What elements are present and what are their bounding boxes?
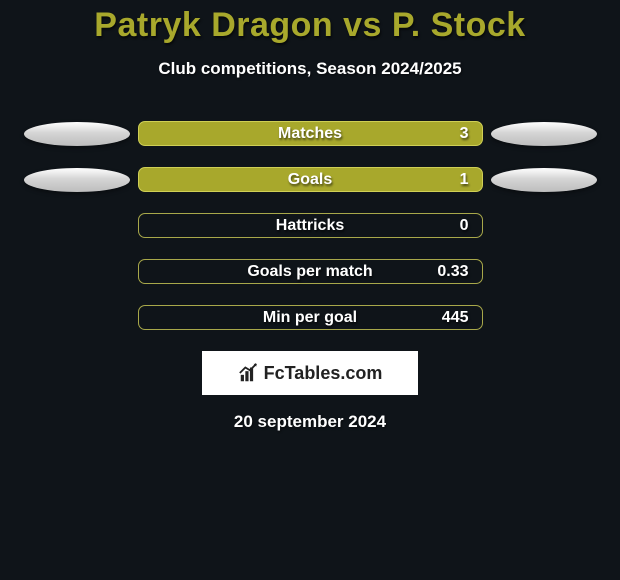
branding-box: FcTables.com xyxy=(202,351,418,395)
right-spacer xyxy=(491,214,597,238)
left-spacer xyxy=(24,214,130,238)
right-pill xyxy=(491,168,597,192)
stat-label: Min per goal xyxy=(263,309,357,327)
stat-bar: Goals 1 xyxy=(138,167,483,192)
left-pill xyxy=(24,122,130,146)
stat-row: Min per goal 445 xyxy=(0,305,620,330)
stat-row: Goals 1 xyxy=(0,167,620,192)
stat-label: Goals per match xyxy=(247,263,372,281)
stat-label: Goals xyxy=(288,171,332,189)
right-pill xyxy=(491,122,597,146)
stats-container: Matches 3 Goals 1 Hattricks 0 Goals per match 0… xyxy=(0,121,620,330)
stat-label: Hattricks xyxy=(276,217,344,235)
brand-text: FcTables.com xyxy=(264,363,383,384)
stat-row: Goals per match 0.33 xyxy=(0,259,620,284)
footer-date: 20 september 2024 xyxy=(0,412,620,432)
page-title: Patryk Dragon vs P. Stock xyxy=(0,0,620,45)
stat-value: 445 xyxy=(442,309,469,327)
stat-value: 3 xyxy=(460,125,469,143)
stat-bar: Hattricks 0 xyxy=(138,213,483,238)
stat-bar: Min per goal 445 xyxy=(138,305,483,330)
stat-value: 0.33 xyxy=(437,263,468,281)
stat-label: Matches xyxy=(278,125,342,143)
page-subtitle: Club competitions, Season 2024/2025 xyxy=(0,59,620,79)
left-spacer xyxy=(24,306,130,330)
stat-row: Matches 3 xyxy=(0,121,620,146)
left-pill xyxy=(24,168,130,192)
chart-icon xyxy=(238,362,260,384)
stat-bar: Goals per match 0.33 xyxy=(138,259,483,284)
stat-row: Hattricks 0 xyxy=(0,213,620,238)
left-spacer xyxy=(24,260,130,284)
right-spacer xyxy=(491,306,597,330)
stat-bar: Matches 3 xyxy=(138,121,483,146)
right-spacer xyxy=(491,260,597,284)
stat-value: 1 xyxy=(460,171,469,189)
stat-value: 0 xyxy=(460,217,469,235)
